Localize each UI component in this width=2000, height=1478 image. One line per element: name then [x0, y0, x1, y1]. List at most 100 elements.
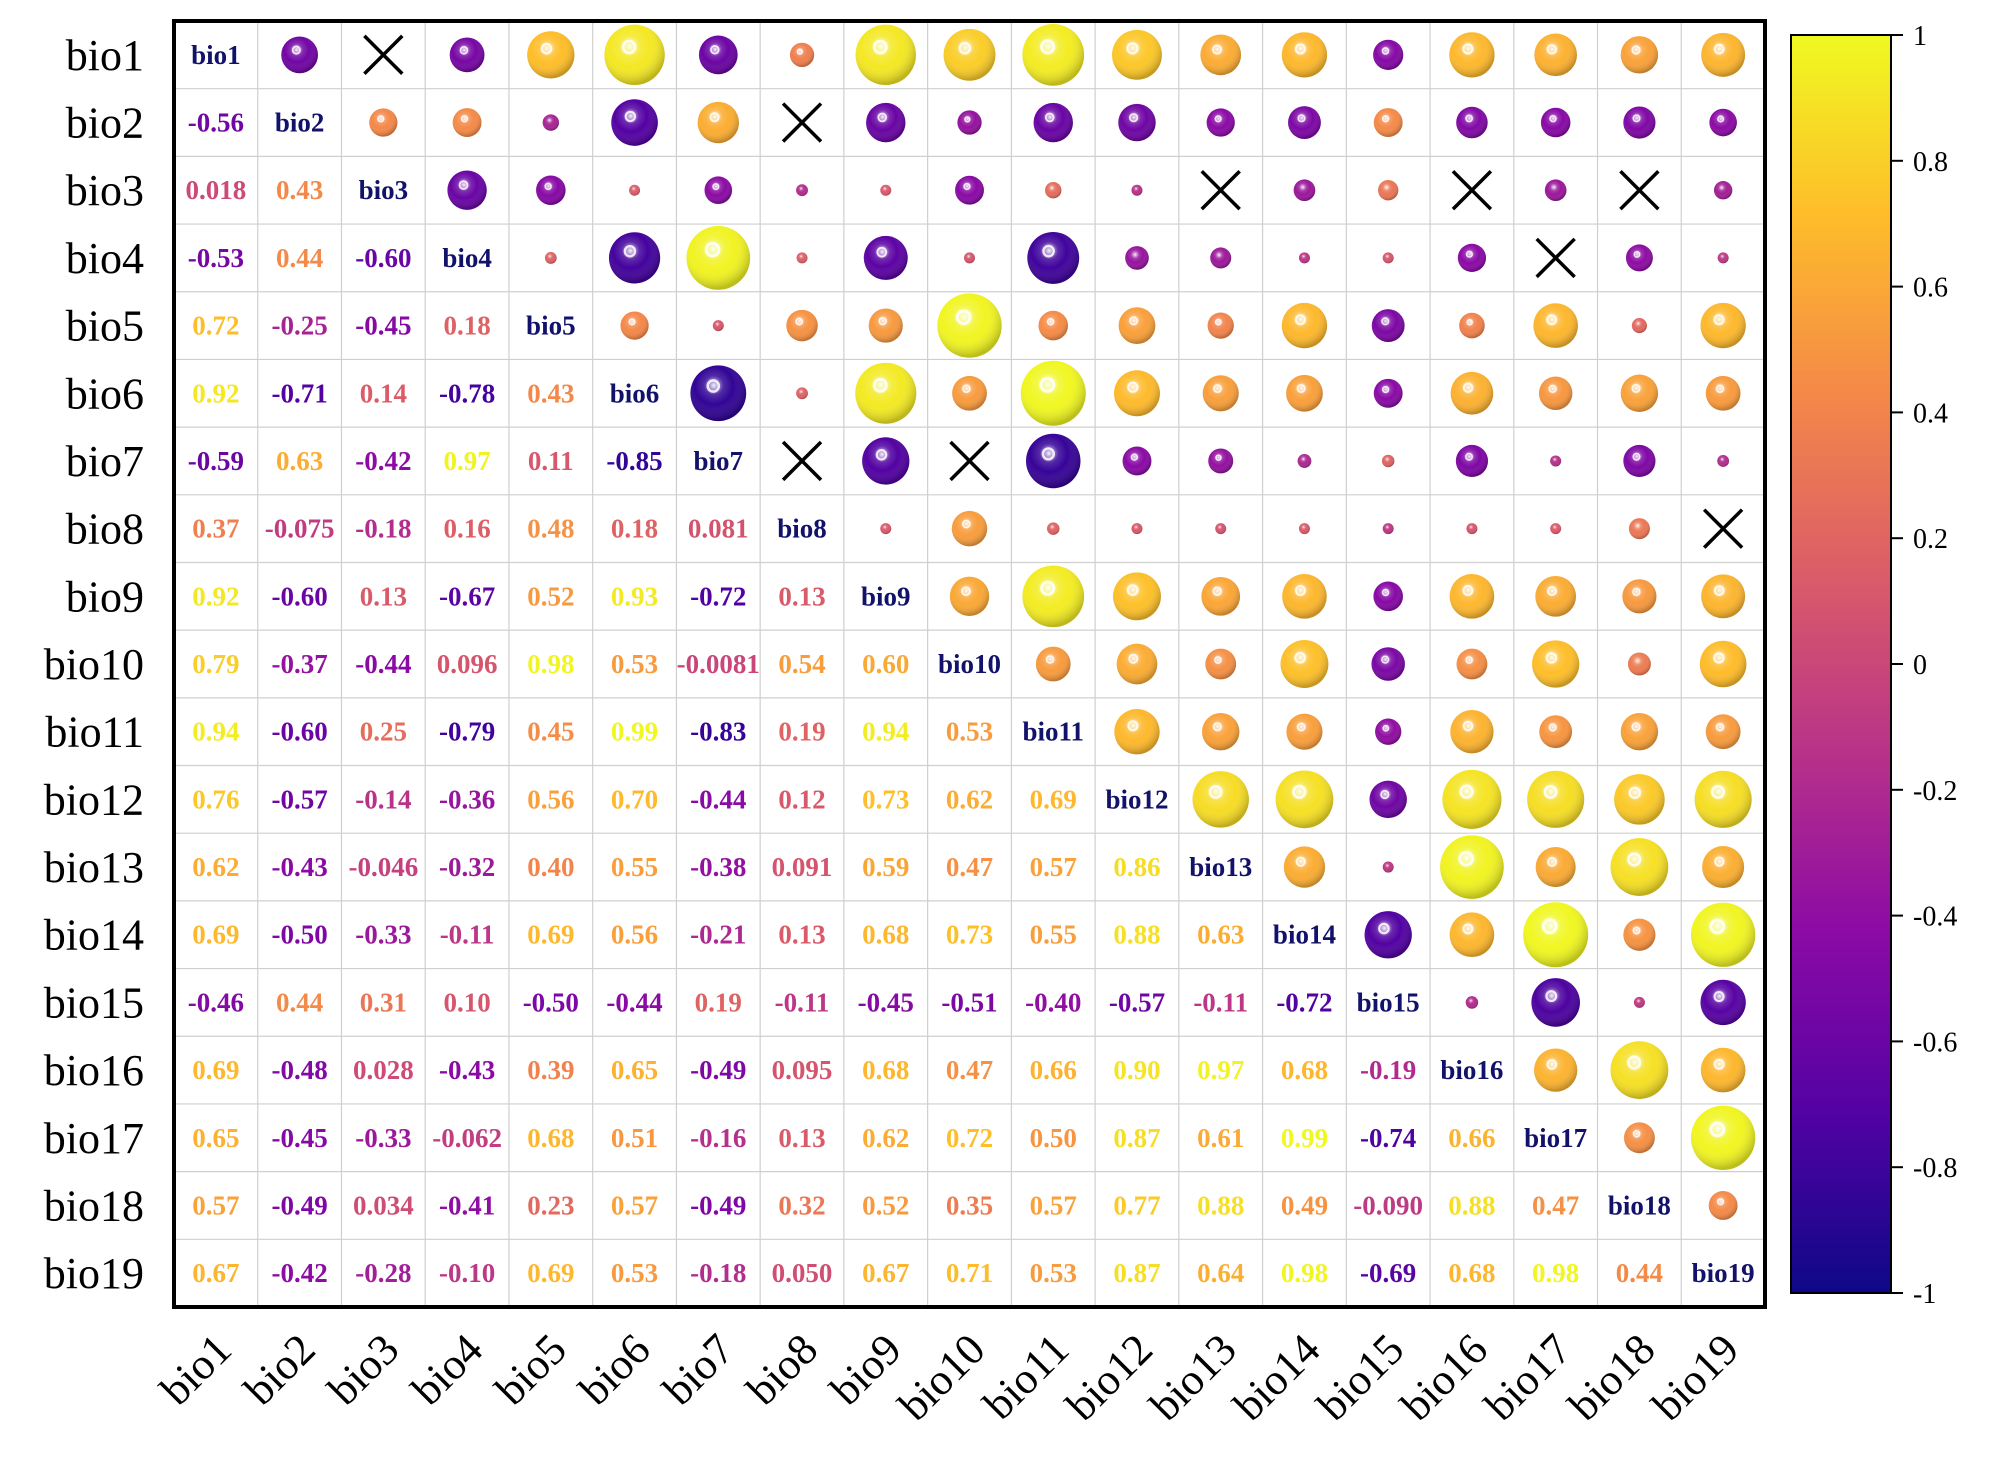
corr-bubble-bio5-bio7	[712, 320, 724, 332]
corr-value-bio18-bio3: 0.034	[353, 1190, 414, 1220]
corr-bubble-bio2-bio10	[957, 110, 982, 135]
corr-bubble-bio5-bio16	[1459, 312, 1485, 339]
corr-value-bio19-bio9: 0.67	[862, 1258, 909, 1288]
corr-bubble-bio8-bio17	[1550, 523, 1562, 535]
col-label-bio14: bio14	[1224, 1324, 1330, 1430]
row-label-bio2: bio2	[66, 99, 144, 148]
corr-value-bio14-bio13: 0.63	[1197, 920, 1244, 950]
corr-value-bio12-bio5: 0.56	[527, 784, 574, 814]
corr-value-bio18-bio5: 0.23	[527, 1190, 574, 1220]
corr-bubble-bio12-bio18	[1614, 774, 1665, 825]
corr-value-bio14-bio9: 0.68	[862, 920, 909, 950]
corr-value-bio18-bio11: 0.57	[1030, 1190, 1077, 1220]
colorbar-tick-label: -0.2	[1913, 776, 1957, 807]
col-label-bio11: bio11	[974, 1324, 1078, 1428]
corr-bubble-bio6-bio8	[796, 387, 808, 400]
corr-value-bio12-bio2: -0.57	[271, 784, 327, 814]
diagonal-label-bio1: bio1	[191, 40, 241, 70]
corr-bubble-bio9-bio13	[1201, 576, 1241, 616]
corr-bubble-bio11-bio14	[1286, 713, 1323, 750]
corr-bubble-bio2-bio13	[1206, 108, 1235, 137]
corr-bubble-bio1-bio18	[1620, 36, 1659, 74]
corr-bubble-bio1-bio2	[281, 36, 318, 74]
corr-bubble-bio8-bio9	[880, 523, 892, 535]
corr-bubble-bio6-bio19	[1705, 375, 1741, 411]
corr-bubble-bio10-bio11	[1035, 646, 1071, 682]
corr-value-bio11-bio2: -0.60	[271, 717, 327, 747]
corr-bubble-bio1-bio19	[1701, 32, 1746, 77]
corr-bubble-bio7-bio15	[1381, 454, 1395, 468]
corr-bubble-bio7-bio17	[1550, 455, 1562, 467]
corr-value-bio13-bio1: 0.62	[192, 852, 239, 882]
colorbar-gradient	[1790, 34, 1892, 1294]
corr-value-bio18-bio8: 0.32	[778, 1190, 825, 1220]
corr-bubble-bio3-bio9	[880, 184, 892, 196]
corr-value-bio6-bio1: 0.92	[192, 378, 239, 408]
corr-value-bio10-bio1: 0.79	[192, 649, 239, 679]
corr-value-bio13-bio3: -0.046	[348, 852, 418, 882]
corr-value-bio18-bio1: 0.57	[192, 1190, 239, 1220]
corr-bubble-bio4-bio19	[1717, 252, 1729, 264]
insignificant-cross-icon	[1200, 170, 1241, 211]
corr-value-bio8-bio6: 0.18	[611, 514, 658, 544]
col-label-bio3: bio3	[318, 1324, 408, 1414]
corr-bubble-bio10-bio16	[1456, 648, 1488, 680]
corr-bubble-bio17-bio18	[1623, 1122, 1655, 1154]
corr-bubble-bio2-bio9	[866, 102, 906, 143]
col-label-bio5: bio5	[486, 1324, 576, 1414]
corr-bubble-bio8-bio10	[951, 510, 988, 547]
corr-bubble-bio11-bio18	[1620, 712, 1659, 751]
corr-bubble-bio7-bio11	[1025, 433, 1081, 489]
col-label-bio1: bio1	[151, 1324, 241, 1414]
row-label-bio9: bio9	[66, 572, 144, 621]
colorbar-tick-label: -1	[1913, 1279, 1936, 1310]
corr-bubble-bio9-bio17	[1535, 575, 1577, 617]
corr-value-bio3-bio2: 0.43	[276, 175, 323, 205]
corr-bubble-bio9-bio18	[1622, 579, 1657, 614]
corr-bubble-bio2-bio7	[697, 101, 739, 144]
corr-value-bio11-bio10: 0.53	[946, 717, 993, 747]
corr-value-bio17-bio8: 0.13	[778, 1123, 825, 1153]
corr-bubble-bio14-bio16	[1449, 912, 1495, 958]
diagonal-label-bio11: bio11	[1022, 717, 1084, 747]
corr-value-bio15-bio4: 0.10	[443, 987, 490, 1017]
corr-bubble-bio2-bio18	[1623, 106, 1656, 139]
corr-bubble-bio6-bio11	[1020, 360, 1086, 426]
corr-value-bio16-bio5: 0.39	[527, 1055, 574, 1085]
corr-value-bio15-bio2: 0.44	[276, 987, 323, 1017]
corr-value-bio10-bio9: 0.60	[862, 649, 909, 679]
corr-bubble-bio7-bio14	[1297, 454, 1312, 468]
corr-value-bio5-bio2: -0.25	[271, 311, 327, 341]
corr-value-bio11-bio5: 0.45	[527, 717, 574, 747]
diagonal-label-bio4: bio4	[442, 243, 492, 273]
corr-value-bio12-bio4: -0.36	[439, 784, 495, 814]
corr-value-bio14-bio10: 0.73	[946, 920, 993, 950]
corr-value-bio16-bio2: -0.48	[271, 1055, 327, 1085]
corr-bubble-bio6-bio14	[1286, 374, 1323, 412]
corr-value-bio14-bio7: -0.21	[690, 920, 746, 950]
corr-bubble-bio5-bio9	[868, 308, 903, 343]
corr-bubble-bio3-bio10	[955, 175, 984, 205]
corr-value-bio13-bio2: -0.43	[271, 852, 327, 882]
corr-bubble-bio9-bio10	[949, 576, 990, 617]
corr-bubble-bio10-bio19	[1699, 640, 1747, 688]
corr-value-bio17-bio7: -0.16	[690, 1123, 746, 1153]
corr-value-bio9-bio5: 0.52	[527, 581, 574, 611]
corr-bubble-bio13-bio19	[1702, 846, 1745, 889]
corr-bubble-bio13-bio15	[1382, 861, 1394, 873]
corr-bubble-bio12-bio17	[1527, 770, 1585, 828]
corr-value-bio7-bio4: 0.97	[443, 446, 490, 476]
row-label-bio6: bio6	[66, 369, 144, 418]
corr-bubble-bio2-bio14	[1288, 106, 1321, 139]
row-label-bio10: bio10	[44, 640, 144, 689]
corr-value-bio11-bio7: -0.83	[690, 717, 746, 747]
corr-bubble-bio9-bio12	[1113, 572, 1161, 621]
corr-value-bio19-bio3: -0.28	[355, 1258, 411, 1288]
corr-bubble-bio11-bio16	[1450, 710, 1494, 754]
corr-bubble-bio9-bio19	[1701, 574, 1746, 619]
corr-value-bio16-bio7: -0.49	[690, 1055, 746, 1085]
corr-bubble-bio15-bio17	[1531, 978, 1580, 1027]
corr-value-bio18-bio12: 0.77	[1113, 1190, 1160, 1220]
corr-value-bio9-bio6: 0.93	[611, 581, 658, 611]
corr-bubble-bio8-bio16	[1466, 523, 1478, 535]
